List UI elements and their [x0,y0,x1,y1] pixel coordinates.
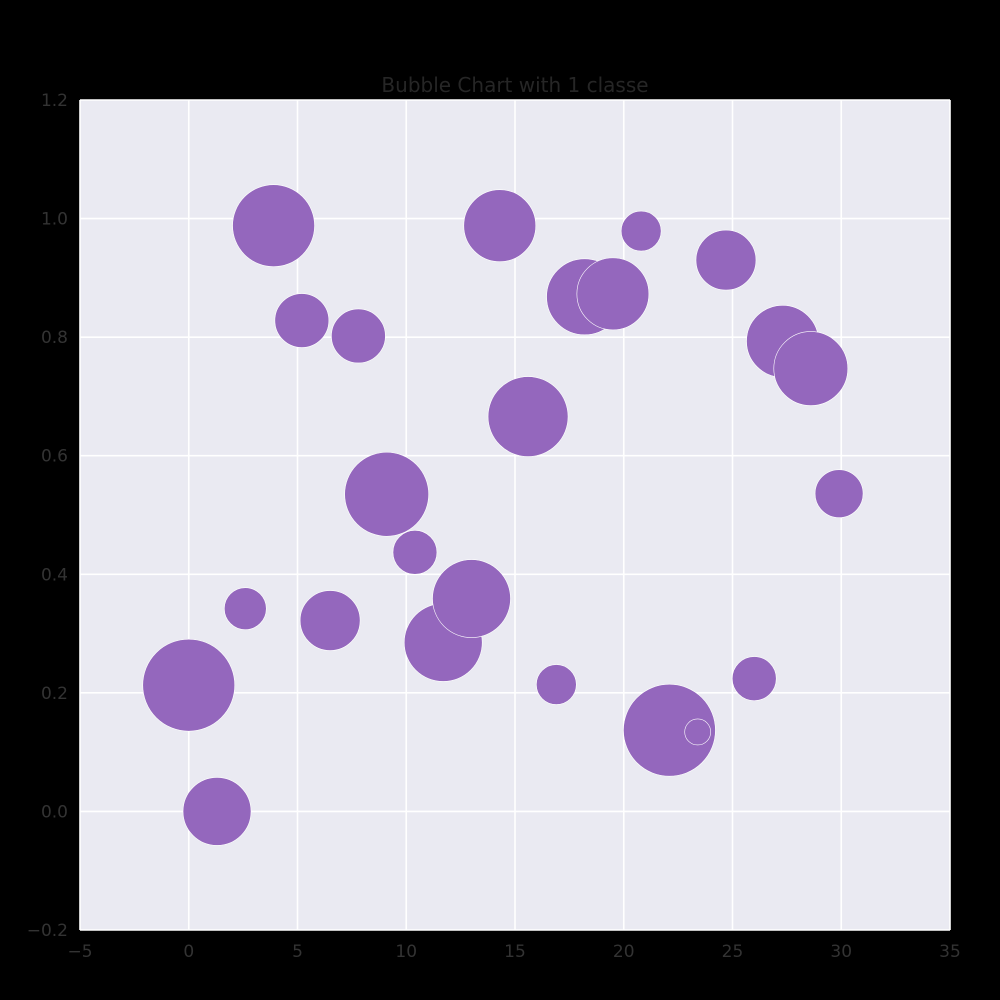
y-tick-label: 0.8 [41,328,68,348]
bubble-point [232,184,315,267]
chart-title: Bubble Chart with 1 classe [381,73,648,97]
bubble-point [463,189,537,262]
bubble-point [487,376,569,457]
bubble-point [331,308,386,364]
bubble-point [392,530,438,575]
bubble-point [731,656,777,701]
bubble-point [695,229,757,291]
bubble-point [432,559,511,638]
x-tick-label: 15 [504,942,526,962]
y-tick-labels: −0.2 0.0 0.2 0.4 0.6 0.8 1.0 1.2 [27,91,68,941]
bubbles [142,184,864,846]
x-tick-label: 10 [395,942,417,962]
bubble-point [620,210,662,252]
x-tick-label: 20 [613,942,635,962]
bubble-point [684,718,712,746]
bubble-point [182,777,252,846]
x-tick-label: 30 [830,942,852,962]
bubble-point [299,590,361,651]
x-tick-labels: −5 0 5 10 15 20 25 30 35 [67,942,960,962]
bubble-point [814,469,864,518]
bubble-point [623,683,716,777]
bubble-point [274,293,330,348]
bubble-point [142,638,236,732]
y-tick-label: 0.2 [41,684,68,704]
bubble-point [224,587,267,630]
y-tick-label: 1.0 [41,210,68,230]
y-tick-label: 0.6 [41,447,68,467]
bubble-point [344,451,429,537]
x-tick-label: 35 [939,942,961,962]
x-tick-label: −5 [67,942,92,962]
x-tick-label: 5 [292,942,303,962]
bubble-point [773,331,849,406]
x-tick-label: 25 [722,942,744,962]
y-tick-label: −0.2 [27,921,68,941]
x-tick-label: 0 [183,942,194,962]
y-tick-label: 0.0 [41,802,68,822]
bubble-point [536,664,577,705]
y-tick-label: 0.4 [41,565,68,585]
bubble-point [576,257,650,331]
y-tick-label: 1.2 [41,91,68,111]
